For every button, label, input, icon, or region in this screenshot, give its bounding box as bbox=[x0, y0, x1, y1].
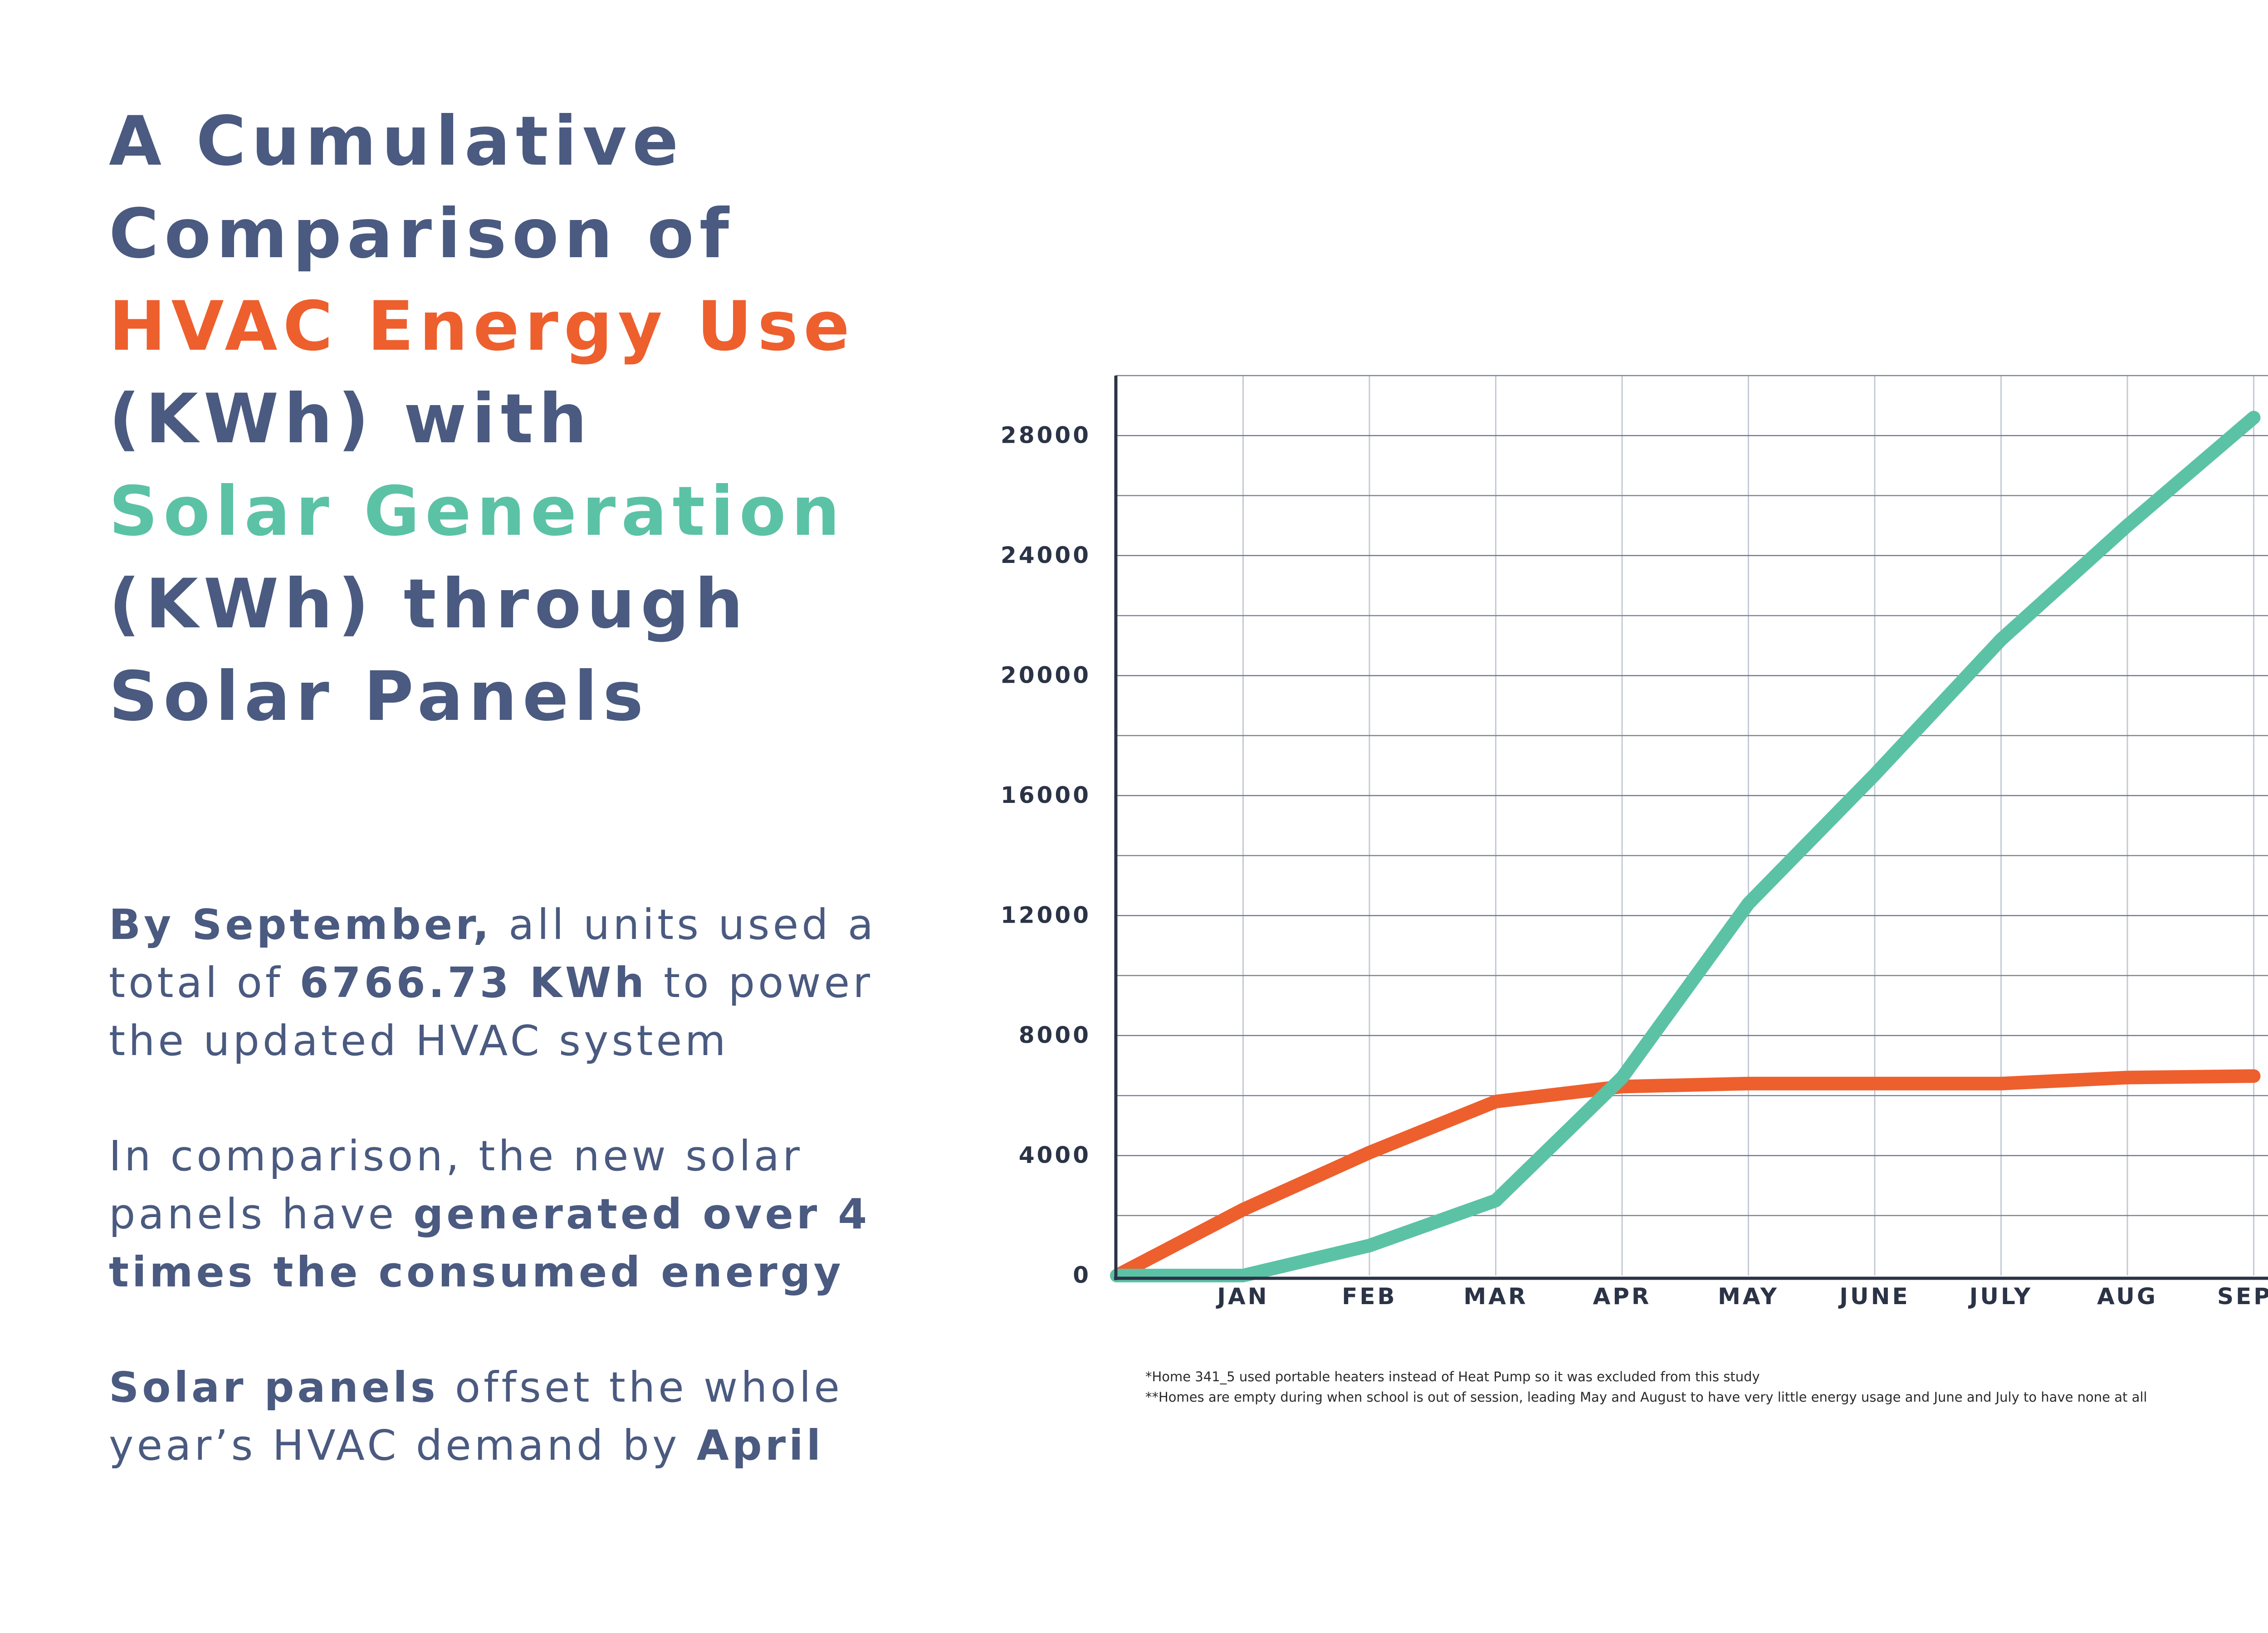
title-line: A Cumulative bbox=[109, 102, 684, 181]
footnote-2: **Homes are empty during when school is … bbox=[1145, 1389, 2147, 1405]
summary-bold: By September, bbox=[109, 900, 492, 949]
y-tick-label: 16000 bbox=[1001, 782, 1091, 808]
x-tick-label: JULY bbox=[1968, 1283, 2033, 1310]
summary-bold: generated over 4 times the consumed ener… bbox=[109, 1190, 870, 1296]
y-tick-label: 28000 bbox=[1001, 422, 1091, 448]
summary-paragraph-comparison: In comparison, the new solar panels have… bbox=[109, 1127, 903, 1301]
title-line-hvac: HVAC Energy Use bbox=[109, 287, 855, 366]
x-tick-label: APR bbox=[1593, 1283, 1652, 1310]
summary-bold: Solar panels bbox=[109, 1363, 439, 1412]
series-lines bbox=[1110, 411, 2261, 1282]
y-tick-label: 12000 bbox=[1001, 902, 1091, 928]
y-tick-label: 0 bbox=[1073, 1262, 1091, 1288]
x-tick-label: JUNE bbox=[1838, 1283, 1910, 1310]
horizontal-gridlines bbox=[1116, 375, 2268, 1216]
page-title: A Cumulative Comparison of HVAC Energy U… bbox=[109, 95, 903, 743]
series-line-solar bbox=[1110, 411, 2261, 1282]
series-line-hvac bbox=[1110, 1069, 2261, 1282]
footnote-1: *Home 341_5 used portable heaters instea… bbox=[1145, 1369, 1760, 1384]
title-line: (KWh) through bbox=[109, 565, 749, 644]
summary-bold: April bbox=[696, 1421, 824, 1470]
summary-text-span: offset the whole year’s HVAC demand by bbox=[109, 1363, 843, 1470]
summary-text-span: to power the updated HVAC system bbox=[109, 958, 874, 1065]
y-tick-label: 24000 bbox=[1001, 542, 1091, 568]
x-tick-label: JAN bbox=[1216, 1283, 1269, 1310]
summary-text-span: all units used a total of bbox=[109, 900, 877, 1007]
y-tick-label: 4000 bbox=[1019, 1142, 1091, 1168]
y-tick-label: 8000 bbox=[1019, 1022, 1091, 1048]
x-tick-label: MAY bbox=[1718, 1283, 1779, 1310]
x-tick-labels: JAN FEB MAR APR MAY JUNE JULY AUG SEPT bbox=[1216, 1283, 2268, 1310]
summary-paragraph-offset: Solar panels offset the whole year’s HVA… bbox=[109, 1359, 903, 1475]
title-line: Solar Panels bbox=[109, 657, 649, 736]
summary-paragraph-usage: By September, all units used a total of … bbox=[109, 896, 903, 1070]
x-tick-label: SEPT bbox=[2217, 1283, 2268, 1310]
summary-text-span: In comparison, the new solar panels have bbox=[109, 1132, 803, 1238]
summary-text: By September, all units used a total of … bbox=[109, 896, 903, 1532]
title-line: Comparison of bbox=[109, 195, 735, 274]
title-line: (KWh) with bbox=[109, 380, 593, 459]
y-tick-label: 20000 bbox=[1001, 662, 1091, 688]
x-tick-label: FEB bbox=[1342, 1283, 1397, 1310]
title-line-solar: Solar Generation bbox=[109, 472, 846, 551]
x-tick-label: MAR bbox=[1464, 1283, 1528, 1310]
y-tick-labels: 0 4000 8000 12000 16000 20000 24000 28000 bbox=[1001, 422, 1091, 1288]
x-tick-label: AUG bbox=[2097, 1283, 2158, 1310]
summary-bold: 6766.73 KWh bbox=[299, 958, 647, 1007]
